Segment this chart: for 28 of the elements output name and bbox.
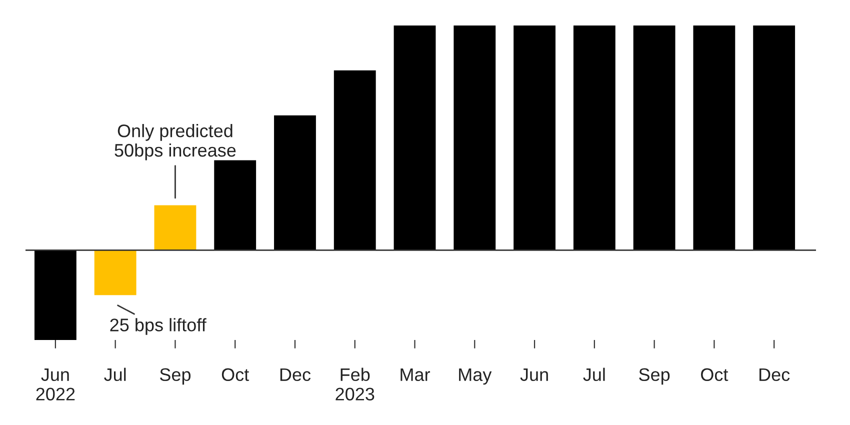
x-tick-label: Feb 2023 <box>336 368 374 400</box>
bar <box>274 115 316 250</box>
x-tick-label: Sep <box>160 368 191 385</box>
bar <box>34 250 76 340</box>
bar <box>633 26 676 250</box>
bar <box>514 26 556 250</box>
bar <box>573 26 616 250</box>
bar <box>454 26 496 250</box>
bar <box>154 205 196 250</box>
bar <box>214 160 256 250</box>
x-tick-label: Jun 2022 <box>36 368 75 400</box>
x-tick-label: Jul <box>583 368 605 382</box>
bar <box>693 26 736 250</box>
x-tick-label: Mar <box>400 368 430 382</box>
x-tick-label: May <box>459 368 492 385</box>
x-tick-label: Jul <box>104 368 126 382</box>
bar <box>334 70 376 250</box>
annotation: 25 bps liftoff <box>110 318 206 335</box>
x-tick-label: Oct <box>701 368 728 382</box>
x-tick-label: Dec <box>760 368 790 382</box>
x-tick-label: Oct <box>222 368 250 382</box>
bar <box>394 26 436 250</box>
bar <box>94 250 136 296</box>
x-tick-label: Dec <box>280 368 311 382</box>
bar <box>753 26 796 250</box>
x-tick-label: Sep <box>639 368 670 385</box>
annotation: Only predicted 50bps increase <box>114 124 236 160</box>
x-tick-label: Jun <box>520 368 548 382</box>
